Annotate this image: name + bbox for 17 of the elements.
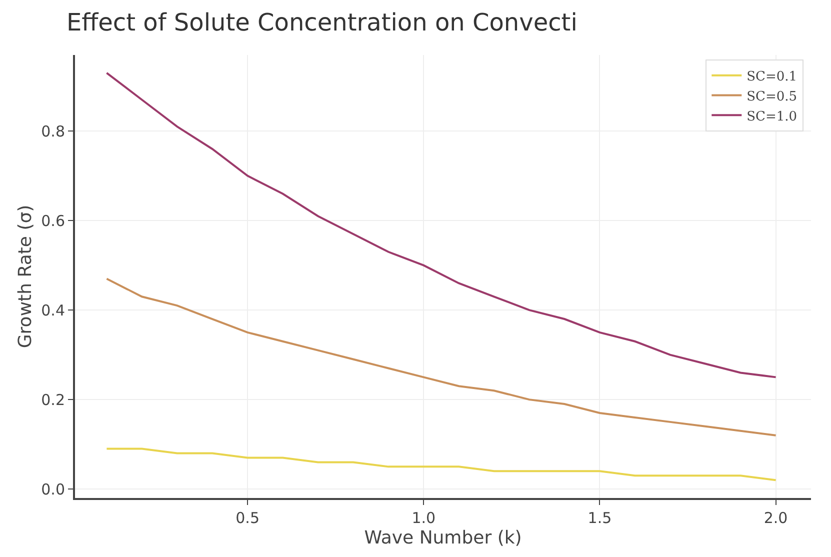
x-axis-title: Wave Number (k)	[364, 528, 522, 549]
legend-label: SC=0.1	[746, 69, 798, 84]
line-series	[106, 448, 777, 482]
x-tick-label: 1.0	[412, 509, 436, 527]
y-axis-title: Growth Rate (σ)	[14, 204, 36, 348]
x-tick-label: 2.0	[764, 509, 788, 527]
legend-label: SC=0.5	[746, 89, 798, 104]
y-tick-label: 0.4	[41, 301, 65, 320]
x-tick-label: 0.5	[236, 509, 260, 527]
chart-title: Effect of Solute Concentration on Convecti	[66, 8, 578, 37]
legend-label: SC=1.0	[746, 109, 798, 124]
y-tick-label: 0.6	[41, 212, 65, 230]
y-tick-label: 0.8	[41, 122, 65, 140]
y-tick-label: 0.2	[41, 390, 65, 409]
x-tick-label: 1.5	[588, 509, 612, 527]
y-tick-label: 0.0	[41, 480, 65, 498]
line-series	[106, 278, 777, 436]
